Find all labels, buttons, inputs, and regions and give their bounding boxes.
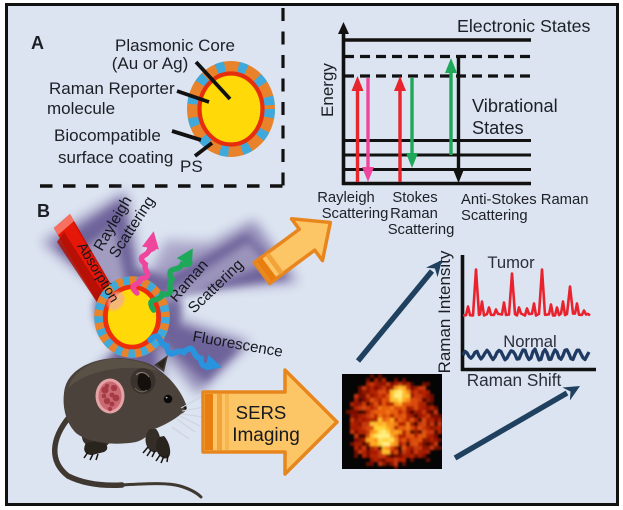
svg-text:A: A	[31, 33, 44, 53]
svg-text:States: States	[472, 118, 524, 138]
svg-text:PS: PS	[180, 157, 203, 176]
svg-text:surface coating: surface coating	[58, 148, 173, 167]
svg-text:Normal: Normal	[503, 332, 556, 351]
svg-text:Vibrational: Vibrational	[472, 96, 558, 116]
svg-text:Raman Shift: Raman Shift	[467, 370, 562, 390]
svg-text:Tumor: Tumor	[487, 253, 535, 272]
svg-text:Rayleigh: Rayleigh	[317, 190, 375, 206]
svg-text:Scattering: Scattering	[388, 222, 455, 238]
svg-text:Plasmonic Core: Plasmonic Core	[115, 36, 235, 55]
svg-text:Electronic States: Electronic States	[457, 16, 591, 36]
svg-text:SERS: SERS	[236, 402, 287, 423]
svg-text:Biocompatible: Biocompatible	[54, 126, 161, 145]
svg-text:Scattering: Scattering	[461, 208, 528, 224]
svg-text:Scattering: Scattering	[322, 206, 389, 222]
svg-text:Raman Reporter: Raman Reporter	[49, 79, 175, 98]
svg-text:Raman Intensity: Raman Intensity	[435, 250, 454, 373]
svg-text:molecule: molecule	[47, 99, 115, 118]
svg-text:Raman: Raman	[390, 206, 438, 222]
svg-text:Imaging: Imaging	[232, 425, 300, 446]
svg-text:Energy: Energy	[318, 63, 337, 117]
svg-text:(Au or Ag): (Au or Ag)	[112, 54, 189, 73]
svg-text:Anti-Stokes Raman: Anti-Stokes Raman	[461, 192, 588, 208]
svg-text:B: B	[37, 201, 50, 221]
svg-text:Stokes: Stokes	[392, 190, 437, 206]
